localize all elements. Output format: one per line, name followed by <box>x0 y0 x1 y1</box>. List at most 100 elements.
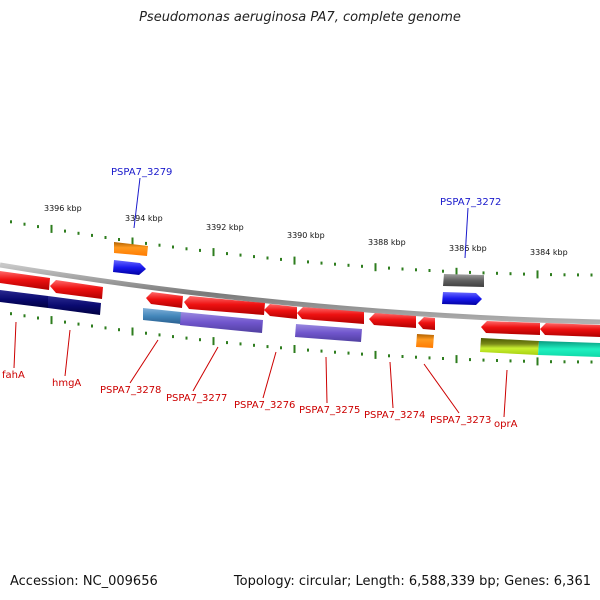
gene-arrow[interactable] <box>50 280 103 299</box>
gene-label-bottom[interactable]: oprA <box>494 419 518 430</box>
minor-tick <box>145 241 147 245</box>
minor-tick <box>347 263 350 267</box>
gene-arrow[interactable] <box>114 242 148 256</box>
minor-tick <box>77 322 80 326</box>
gene-block[interactable] <box>538 341 600 357</box>
major-tick <box>536 270 539 279</box>
minor-tick <box>563 360 566 364</box>
minor-tick <box>334 350 336 354</box>
minor-tick <box>172 335 174 339</box>
gene-label-top[interactable]: PSPA7_3279 <box>111 167 172 178</box>
minor-tick <box>37 316 39 320</box>
scale-label: 3384 kbp <box>530 248 568 257</box>
gene-block[interactable] <box>480 338 539 355</box>
major-tick <box>374 350 377 359</box>
gene-arrow[interactable] <box>443 274 484 287</box>
minor-tick <box>590 360 593 364</box>
minor-tick <box>401 355 404 358</box>
gene-label-bottom[interactable]: PSPA7_3276 <box>234 400 295 411</box>
scale-label: 3394 kbp <box>125 214 163 223</box>
gene-arrow[interactable] <box>184 296 265 315</box>
gene-label-bottom[interactable]: PSPA7_3278 <box>100 385 161 396</box>
minor-tick <box>428 269 431 272</box>
gene-arrow[interactable] <box>297 307 364 324</box>
minor-tick <box>64 229 66 233</box>
label-leaders-bottom <box>13 321 508 418</box>
gene-block[interactable] <box>295 324 362 342</box>
minor-tick <box>428 356 431 360</box>
minor-tick <box>442 269 444 273</box>
gene-arrow[interactable] <box>0 271 50 290</box>
minor-tick <box>550 360 552 364</box>
gene-block[interactable] <box>180 312 263 333</box>
minor-tick <box>590 273 593 277</box>
minor-tick <box>415 268 417 272</box>
minor-tick <box>320 349 323 353</box>
minor-tick <box>347 351 350 355</box>
gene-arrow[interactable] <box>369 313 416 328</box>
gene-label-bottom[interactable]: PSPA7_3274 <box>364 410 425 421</box>
reverse-strand-genes <box>0 271 600 357</box>
minor-tick <box>361 264 363 268</box>
gene-block[interactable] <box>143 308 181 324</box>
minor-tick <box>91 324 93 328</box>
minor-tick <box>280 257 282 261</box>
minor-tick <box>185 336 188 340</box>
major-tick <box>131 237 134 246</box>
major-tick <box>374 263 377 272</box>
gene-block[interactable] <box>48 296 101 315</box>
gene-label-bottom[interactable]: PSPA7_3273 <box>430 415 491 426</box>
minor-tick <box>64 320 66 324</box>
gene-arrow[interactable] <box>540 323 600 337</box>
minor-tick <box>442 357 444 360</box>
gene-label-top[interactable]: PSPA7_3272 <box>440 197 501 208</box>
minor-tick <box>199 248 201 252</box>
map-title: Pseudomonas aeruginosa PA7, complete gen… <box>139 10 461 25</box>
gene-block[interactable] <box>0 290 48 308</box>
major-tick <box>455 355 458 364</box>
gene-label-bottom[interactable]: hmgA <box>52 378 81 389</box>
minor-tick <box>158 243 161 247</box>
minor-tick <box>509 359 512 363</box>
minor-tick <box>307 260 309 264</box>
minor-tick <box>145 331 147 335</box>
minor-tick <box>253 255 255 259</box>
accession-label: Accession: NC_009656 <box>10 574 158 589</box>
minor-tick <box>415 355 417 359</box>
minor-tick <box>523 359 525 363</box>
gene-arrow[interactable] <box>113 260 146 275</box>
genome-backbone <box>0 262 600 325</box>
major-tick <box>293 345 296 353</box>
minor-tick <box>496 359 498 362</box>
minor-tick <box>118 328 120 332</box>
minor-tick <box>388 266 390 270</box>
gene-arrow[interactable] <box>481 321 540 335</box>
minor-tick <box>550 273 552 277</box>
minor-tick <box>577 273 579 277</box>
gene-block[interactable] <box>416 334 434 348</box>
gene-label-bottom[interactable]: PSPA7_3277 <box>166 393 227 404</box>
scale-label: 3386 kbp <box>449 244 487 253</box>
gene-arrow[interactable] <box>418 317 435 330</box>
minor-tick <box>334 262 336 266</box>
scale-label: 3396 kbp <box>44 204 82 213</box>
label-leader <box>133 177 141 229</box>
minor-tick <box>185 247 188 251</box>
minor-tick <box>226 341 228 345</box>
gene-label-bottom[interactable]: fahA <box>2 370 25 381</box>
major-tick <box>131 327 134 336</box>
minor-tick <box>239 342 242 346</box>
minor-tick <box>266 256 269 260</box>
gene-arrow[interactable] <box>264 304 297 319</box>
minor-tick <box>158 333 161 337</box>
minor-tick <box>469 358 471 362</box>
gene-label-bottom[interactable]: PSPA7_3275 <box>299 405 360 416</box>
gene-arrow[interactable] <box>442 292 482 305</box>
gene-arrow[interactable] <box>146 292 183 308</box>
minor-tick <box>199 338 201 342</box>
major-tick <box>50 224 53 233</box>
major-tick <box>536 357 539 366</box>
minor-tick <box>401 267 404 271</box>
minor-tick <box>172 245 174 249</box>
minor-tick <box>509 272 512 276</box>
